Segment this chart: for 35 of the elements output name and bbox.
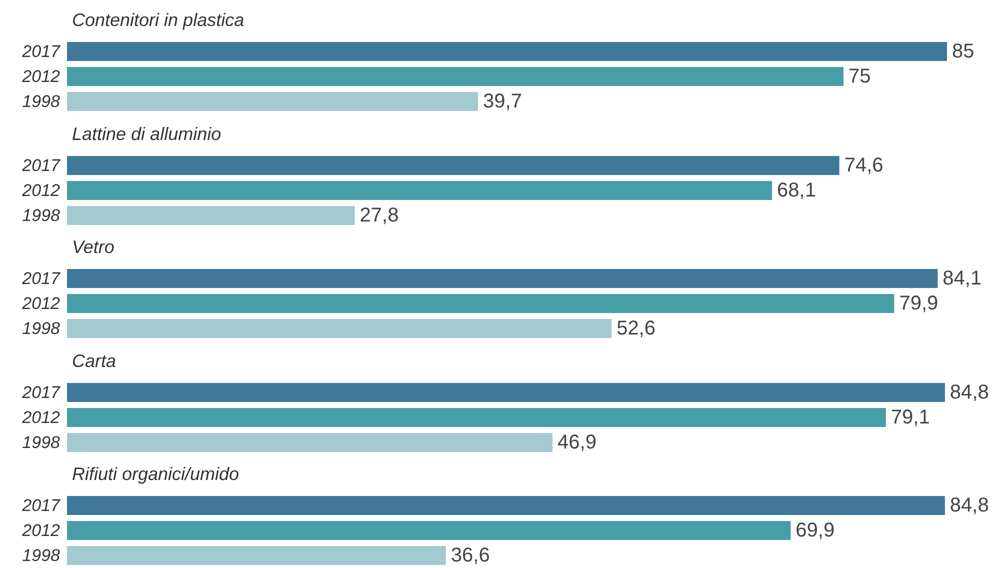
chart-title: Contenitori in plastica <box>72 10 244 30</box>
y-tick-label: 2012 <box>21 180 61 200</box>
data-label: 79,1 <box>890 406 930 428</box>
chart-title: Rifiuti organici/umido <box>72 464 240 484</box>
data-label: 74,6 <box>844 154 884 176</box>
y-tick-label: 2017 <box>21 42 61 61</box>
data-label: 68,1 <box>777 179 816 201</box>
data-label: 84,8 <box>950 381 989 403</box>
data-label: 75 <box>848 66 871 88</box>
chart-title: Vetro <box>72 237 114 257</box>
data-label: 39,7 <box>483 90 522 112</box>
y-tick-label: 2012 <box>21 67 61 86</box>
data-label: 36,6 <box>450 544 490 566</box>
data-label: 27,8 <box>360 204 399 226</box>
y-tick-label: 1998 <box>22 319 61 338</box>
data-label: 52,6 <box>616 318 656 340</box>
y-tick-label: 2012 <box>21 294 61 313</box>
y-tick-label: 2017 <box>21 496 61 515</box>
y-tick-label: 1998 <box>22 546 61 565</box>
chart-title: Carta <box>72 350 116 370</box>
data-label: 69,9 <box>796 520 835 542</box>
y-tick-label: 2017 <box>21 156 61 174</box>
data-label: 85 <box>952 40 974 62</box>
y-tick-label: 2017 <box>21 269 61 288</box>
chart-title: Lattine di alluminio <box>72 124 222 144</box>
data-label: 46,9 <box>558 431 596 453</box>
y-tick-label: 2012 <box>21 408 61 426</box>
data-label: 84,8 <box>950 494 989 516</box>
y-tick-label: 2012 <box>21 521 61 540</box>
data-label: 79,9 <box>899 292 938 314</box>
y-tick-label: 1998 <box>22 92 61 111</box>
y-tick-label: 1998 <box>22 432 61 452</box>
y-tick-label: 1998 <box>22 206 61 224</box>
y-tick-label: 2017 <box>21 382 61 402</box>
data-label: 84,1 <box>942 268 982 290</box>
